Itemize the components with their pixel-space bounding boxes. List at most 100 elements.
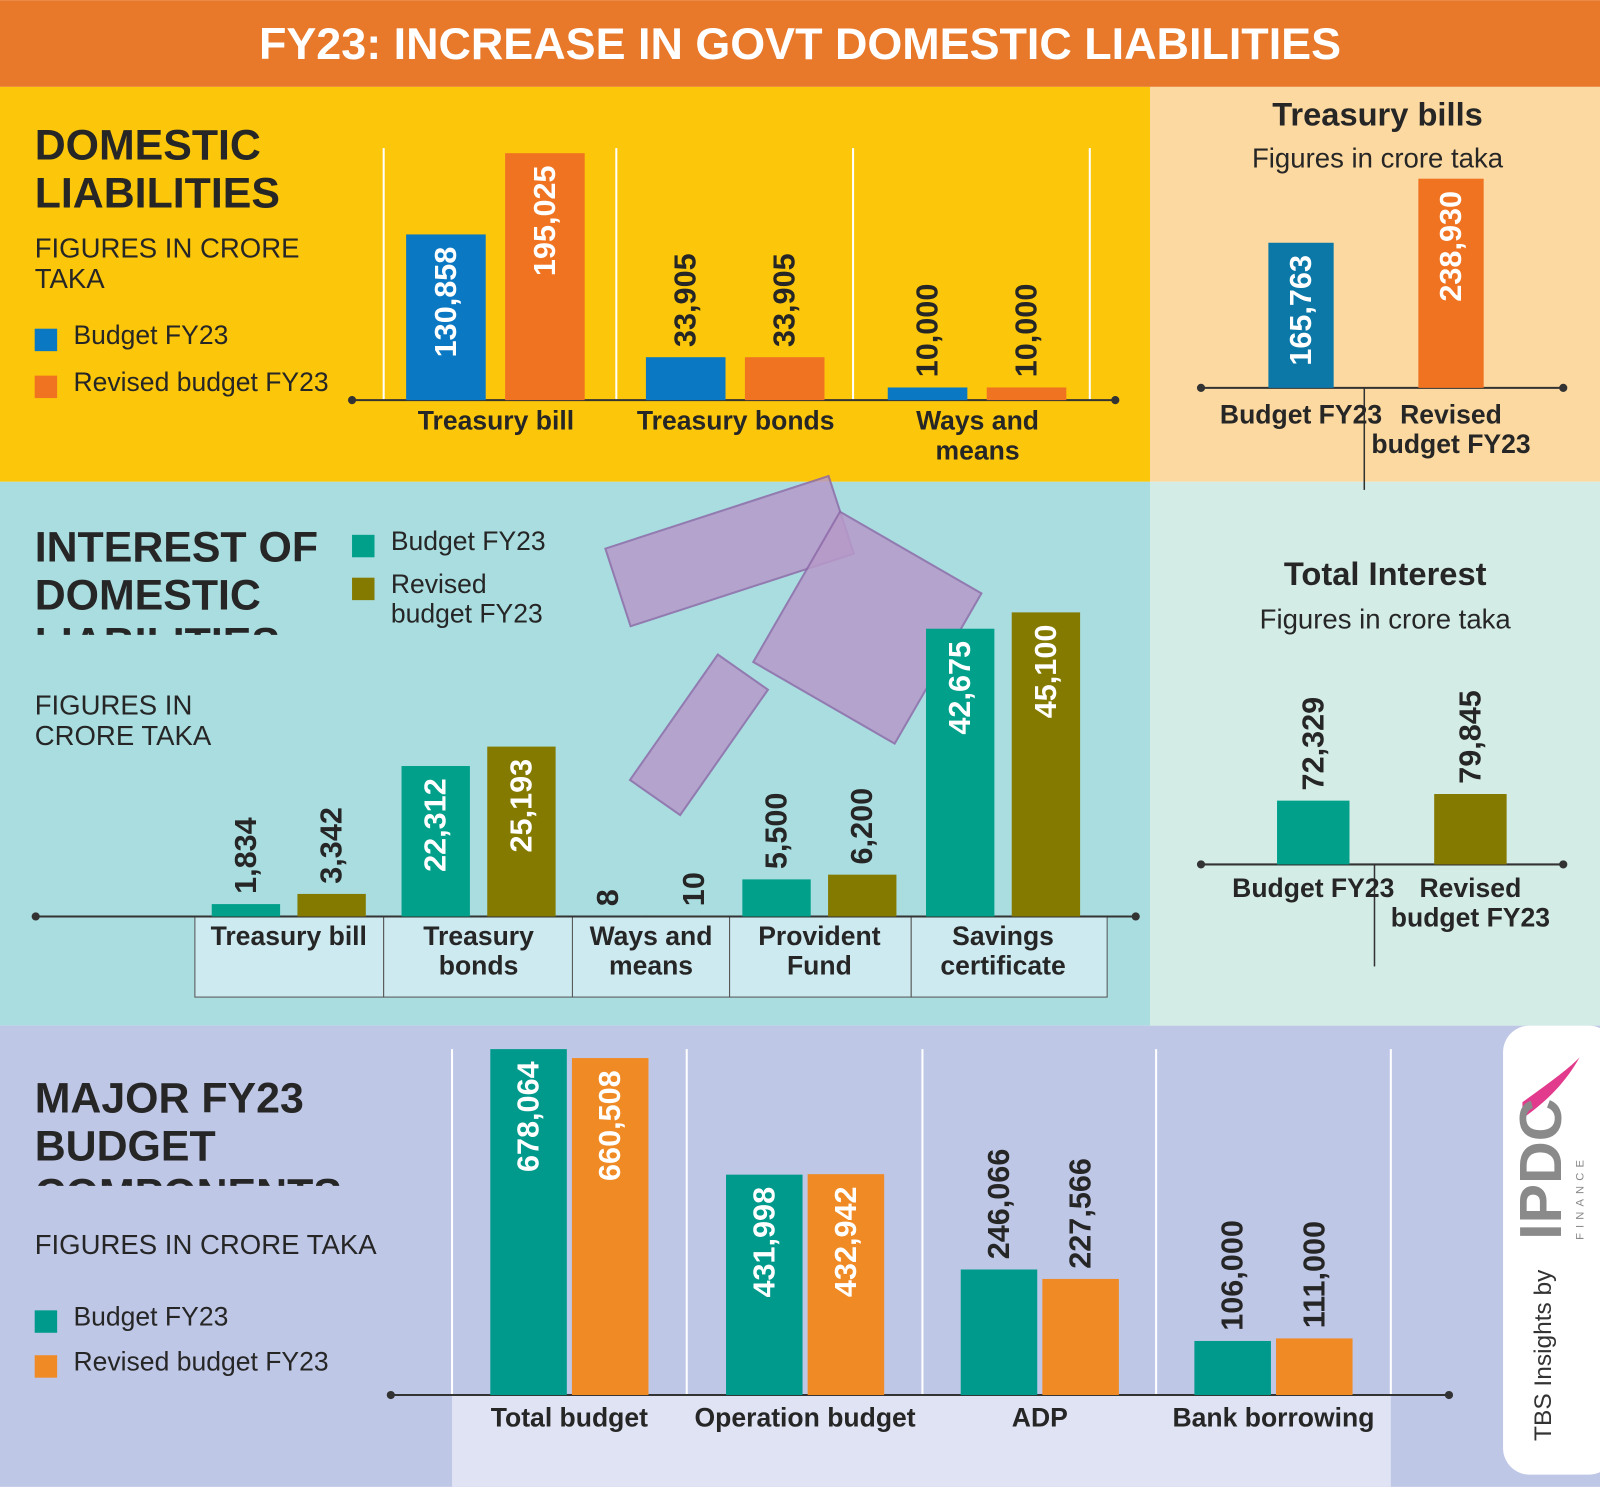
chart-subtitle: FIGURES IN CRORE TAKA xyxy=(34,1229,377,1261)
chart-title-box: DOMESTIC LIABILITIES xyxy=(34,120,280,217)
value-label: 195,025 xyxy=(528,165,562,276)
bar xyxy=(297,893,366,917)
category-cell xyxy=(729,915,912,998)
bar xyxy=(571,1058,649,1396)
header-band xyxy=(0,0,1600,87)
category-label: ADP xyxy=(1011,1403,1068,1433)
legend-label: Budget FY23 xyxy=(73,320,229,351)
axis-dot xyxy=(1131,912,1140,921)
category-label-box: Total budget xyxy=(490,1403,648,1433)
legend-swatch xyxy=(34,328,58,352)
legend-swatch xyxy=(352,577,375,601)
category-label-box: Bank borrowing xyxy=(1172,1403,1375,1433)
chart-title-box: MAJOR FY23 BUDGET COMPONENTS xyxy=(34,1073,342,1186)
value-label: 10,000 xyxy=(911,284,945,378)
category-label: Revised budget FY23 xyxy=(1390,873,1550,933)
bar xyxy=(1434,794,1507,865)
category-label: Operation budget xyxy=(694,1403,916,1433)
legend-label: Budget FY23 xyxy=(390,526,546,557)
bar xyxy=(1276,1338,1353,1396)
legend-label-box: Revised budget FY23 xyxy=(73,367,329,398)
category-label: Total budget xyxy=(490,1403,648,1433)
bar xyxy=(1418,178,1484,388)
bar xyxy=(1268,242,1334,388)
chart-title-box: Total Interest xyxy=(1283,556,1487,592)
bar xyxy=(726,1174,803,1396)
legend-label: Budget FY23 xyxy=(73,1302,229,1332)
bar xyxy=(505,153,585,401)
axis-dot xyxy=(347,396,357,405)
legend-label-box: Revised budget FY23 xyxy=(73,1347,329,1377)
credit: TBS Insights by xyxy=(1530,1269,1557,1441)
value-label: 106,000 xyxy=(1216,1220,1250,1331)
bar xyxy=(828,874,897,917)
category-label: Revised budget FY23 xyxy=(1371,400,1531,460)
value-label: 10 xyxy=(677,872,711,906)
bar xyxy=(960,1269,1038,1396)
axis-dot xyxy=(1559,383,1568,392)
chart-title: Total Interest xyxy=(1283,556,1487,592)
category-label-box: Treasury bill xyxy=(417,406,575,436)
logo-text: IPDC xyxy=(1507,1099,1574,1240)
bar xyxy=(211,904,281,917)
category-strip xyxy=(452,1395,1391,1487)
value-label: 1,834 xyxy=(229,817,263,894)
axis-dot xyxy=(31,912,40,921)
legend-label: Revised budget FY23 xyxy=(73,367,329,398)
chart-subtitle: Figures in crore taka xyxy=(1259,604,1511,635)
category-label: Provident Fund xyxy=(758,921,881,981)
category-label: Treasury bonds xyxy=(636,406,835,436)
logo-card xyxy=(1503,1025,1600,1475)
bar xyxy=(1011,612,1081,917)
category-label-box: Revised budget FY23 xyxy=(1371,400,1531,460)
value-label: 33,905 xyxy=(768,253,802,347)
axis-dot xyxy=(1559,860,1568,869)
legend-label: Revised budget FY23 xyxy=(390,569,543,629)
bar xyxy=(645,357,726,401)
chart-subtitle-box: FIGURES IN CRORE TAKA xyxy=(35,690,212,751)
value-label: 42,675 xyxy=(943,641,977,735)
value-label: 227,566 xyxy=(1064,1158,1098,1269)
value-label: 111,000 xyxy=(1297,1221,1331,1328)
value-label: 25,193 xyxy=(504,759,538,853)
chart-subtitle: Figures in crore taka xyxy=(1251,142,1504,174)
legend-label: Revised budget FY23 xyxy=(73,1347,329,1377)
category-label: Treasury bill xyxy=(417,406,575,436)
bar xyxy=(926,628,995,917)
category-label-box: ADP xyxy=(1011,1403,1068,1433)
legend-label-box: Budget FY23 xyxy=(73,320,229,351)
legend-label-box: Budget FY23 xyxy=(73,1302,229,1332)
category-label-box: Budget FY23 xyxy=(1232,873,1395,904)
category-label: Bank borrowing xyxy=(1172,1403,1375,1433)
bar xyxy=(887,387,968,401)
category-label-box: Treasury bill xyxy=(211,922,367,951)
legend-label-box: Revised budget FY23 xyxy=(390,569,543,629)
category-cell xyxy=(571,915,731,998)
value-label: 246,066 xyxy=(982,1149,1016,1260)
chart-title-box: INTEREST OF DOMESTIC LIABILITIES xyxy=(35,523,318,635)
chart-title: Treasury bills xyxy=(1272,97,1483,133)
bar xyxy=(406,234,486,401)
axis-dot xyxy=(1444,1390,1454,1400)
value-label: 72,329 xyxy=(1296,697,1330,791)
legend-swatch xyxy=(352,534,375,558)
axis-dot xyxy=(1196,860,1206,869)
value-label: 10,000 xyxy=(1010,284,1044,378)
value-label: 33,905 xyxy=(669,253,703,347)
value-label: 678,064 xyxy=(512,1061,546,1172)
chart-subtitle-box: Figures in crore taka xyxy=(1251,142,1504,174)
category-label: Treasury bonds xyxy=(423,921,534,981)
legend-swatch xyxy=(34,375,58,399)
chart-title: MAJOR FY23 BUDGET COMPONENTS xyxy=(34,1073,342,1186)
banknote-decor xyxy=(604,474,983,817)
chart-title: DOMESTIC LIABILITIES xyxy=(34,120,280,217)
value-label: 431,998 xyxy=(747,1187,781,1298)
page-title: FY23: INCREASE IN GOVT DOMESTIC LIABILIT… xyxy=(259,18,1341,69)
chart-subtitle-box: FIGURES IN CRORE TAKA xyxy=(35,233,300,294)
category-label: Budget FY23 xyxy=(1232,873,1395,904)
chart-subtitle-box: FIGURES IN CRORE TAKA xyxy=(34,1229,377,1261)
bar xyxy=(1194,1340,1271,1396)
value-label: 79,845 xyxy=(1453,690,1487,784)
value-label: 3,342 xyxy=(315,807,349,884)
